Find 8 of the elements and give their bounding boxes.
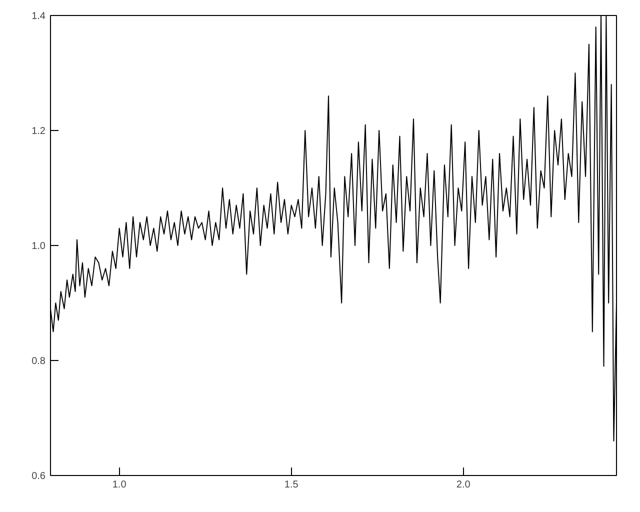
- x-tick-label: 1.0: [112, 480, 127, 490]
- x-tick-label: 2.0: [456, 480, 471, 490]
- y-tick-label: 0.6: [32, 471, 46, 482]
- y-tick-label: 1.0: [32, 241, 46, 252]
- y-tick-label: 0.8: [32, 356, 46, 367]
- x-tick-label: 1.5: [284, 480, 299, 490]
- y-tick-label: 1.4: [32, 11, 46, 22]
- y-tick-label: 1.2: [32, 126, 46, 137]
